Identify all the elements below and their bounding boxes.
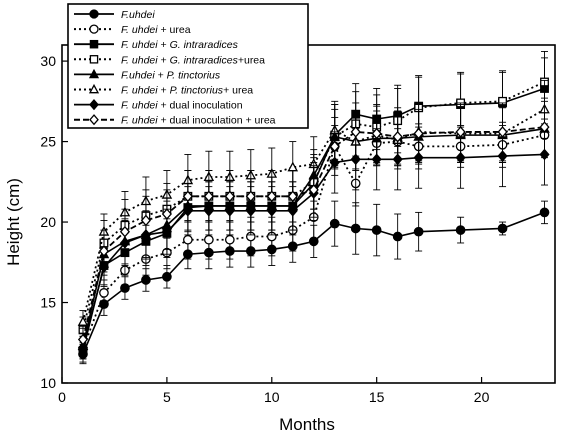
data-point	[245, 190, 256, 203]
x-tick-label: 0	[58, 389, 66, 405]
legend-entry-text-part: +	[158, 39, 170, 51]
data-point	[98, 245, 110, 257]
data-point	[497, 223, 508, 234]
data-point	[329, 218, 340, 229]
y-tick-label: 15	[40, 295, 56, 311]
legend-entry-text-part: F.uhdei	[121, 69, 155, 81]
axes: 0 5 10 15 20 10 15 20 25 30	[40, 44, 556, 405]
data-point	[224, 190, 235, 203]
data-point	[141, 275, 151, 285]
data-point	[224, 234, 235, 245]
y-tick-label: 30	[40, 53, 56, 69]
data-point	[161, 208, 172, 220]
legend-marker	[88, 83, 100, 94]
legend-entry-text-part: + dual inoculation + urea	[158, 115, 276, 127]
legend-entry-text-part: + urea	[158, 24, 191, 36]
legend-box	[67, 3, 309, 129]
legend-entry-text-part: +	[158, 85, 170, 97]
data-point	[99, 288, 109, 298]
data-point	[140, 214, 151, 227]
data-point	[350, 223, 361, 234]
legend-entry-label: F. uhdei + P. tinctorius+ urea	[121, 85, 253, 97]
legend-marker	[89, 9, 99, 19]
legend-entry-text-part: +	[155, 69, 167, 81]
legend-entry-text-part: F. uhdei	[121, 100, 158, 112]
x-tick-label: 20	[474, 389, 490, 405]
series-8	[77, 97, 550, 352]
data-point	[455, 225, 466, 235]
data-point	[308, 184, 319, 196]
legend-entry-text-part: +urea	[238, 54, 265, 66]
data-point	[413, 226, 424, 237]
legend-entry-text-part: + urea	[223, 85, 253, 97]
data-point	[77, 333, 89, 346]
legend-entry-text-part: G. intraradices	[170, 39, 239, 51]
data-point	[392, 231, 403, 242]
data-point	[266, 190, 277, 203]
data-point	[329, 140, 340, 153]
data-point	[203, 190, 214, 203]
legend-entry-label: F.uhdei + P. tinctorius	[121, 69, 221, 81]
y-tick-label: 20	[40, 214, 56, 230]
data-point	[497, 126, 508, 138]
legend-entry-label: F.uhdei	[121, 9, 155, 21]
legend-entry-label: F. uhdei + G. intraradices+urea	[121, 54, 265, 66]
data-point	[413, 127, 424, 140]
legend-entry-label: F. uhdei + dual inoculation	[121, 100, 243, 112]
data-point	[119, 225, 130, 238]
data-point	[183, 234, 193, 245]
legend-marker	[89, 24, 99, 34]
legend-entry-text-part: +	[158, 54, 170, 66]
legend-entry-text-part: F.uhdei	[121, 9, 155, 21]
legend-entry-text-part: F. uhdei	[121, 24, 158, 36]
data-point	[371, 225, 382, 235]
data-point	[162, 271, 172, 282]
legend-entry-text-part: P. tinctorius	[170, 85, 224, 97]
data-point	[539, 121, 550, 133]
data-point	[287, 190, 298, 203]
legend-marker	[89, 114, 99, 126]
y-axis-title: Height (cm)	[4, 178, 23, 266]
x-tick-label: 10	[264, 389, 280, 405]
legend-entry-text-part: F. uhdei	[121, 85, 158, 97]
x-tick-label: 5	[163, 389, 171, 405]
x-tick-label: 15	[369, 389, 385, 405]
x-axis-title: Months	[279, 415, 335, 434]
y-tick-label: 25	[40, 134, 56, 150]
data-point	[350, 126, 361, 138]
series-line	[82, 134, 545, 350]
legend-entry-text-part: F. uhdei	[121, 39, 158, 51]
legend-marker	[89, 39, 99, 49]
legend-entry-text-part: F. uhdei	[121, 54, 158, 66]
legend-entry-text-part: P. tinctorius	[167, 69, 221, 81]
legend-marker	[89, 55, 99, 64]
data-point	[371, 127, 382, 140]
legend-marker	[88, 68, 100, 79]
data-point	[204, 234, 214, 245]
data-point	[77, 316, 89, 326]
legend-entry-label: F. uhdei + urea	[121, 24, 191, 36]
data-point	[392, 130, 403, 143]
plot-series	[77, 50, 550, 365]
legend-entry-text-part: + dual inoculation	[158, 100, 243, 112]
data-point	[455, 126, 466, 138]
data-point	[539, 207, 550, 218]
legend-entry-text-part: G. intraradices	[170, 54, 239, 66]
data-point	[182, 190, 193, 203]
legend-entry-label: F. uhdei + dual inoculation + urea	[121, 115, 276, 127]
legend-entry-label: F. uhdei + G. intraradices	[121, 39, 239, 51]
y-tick-label: 10	[40, 375, 56, 391]
legend-entry-text-part: F. uhdei	[121, 115, 158, 127]
series-line	[82, 81, 545, 331]
legend-marker	[89, 99, 99, 111]
